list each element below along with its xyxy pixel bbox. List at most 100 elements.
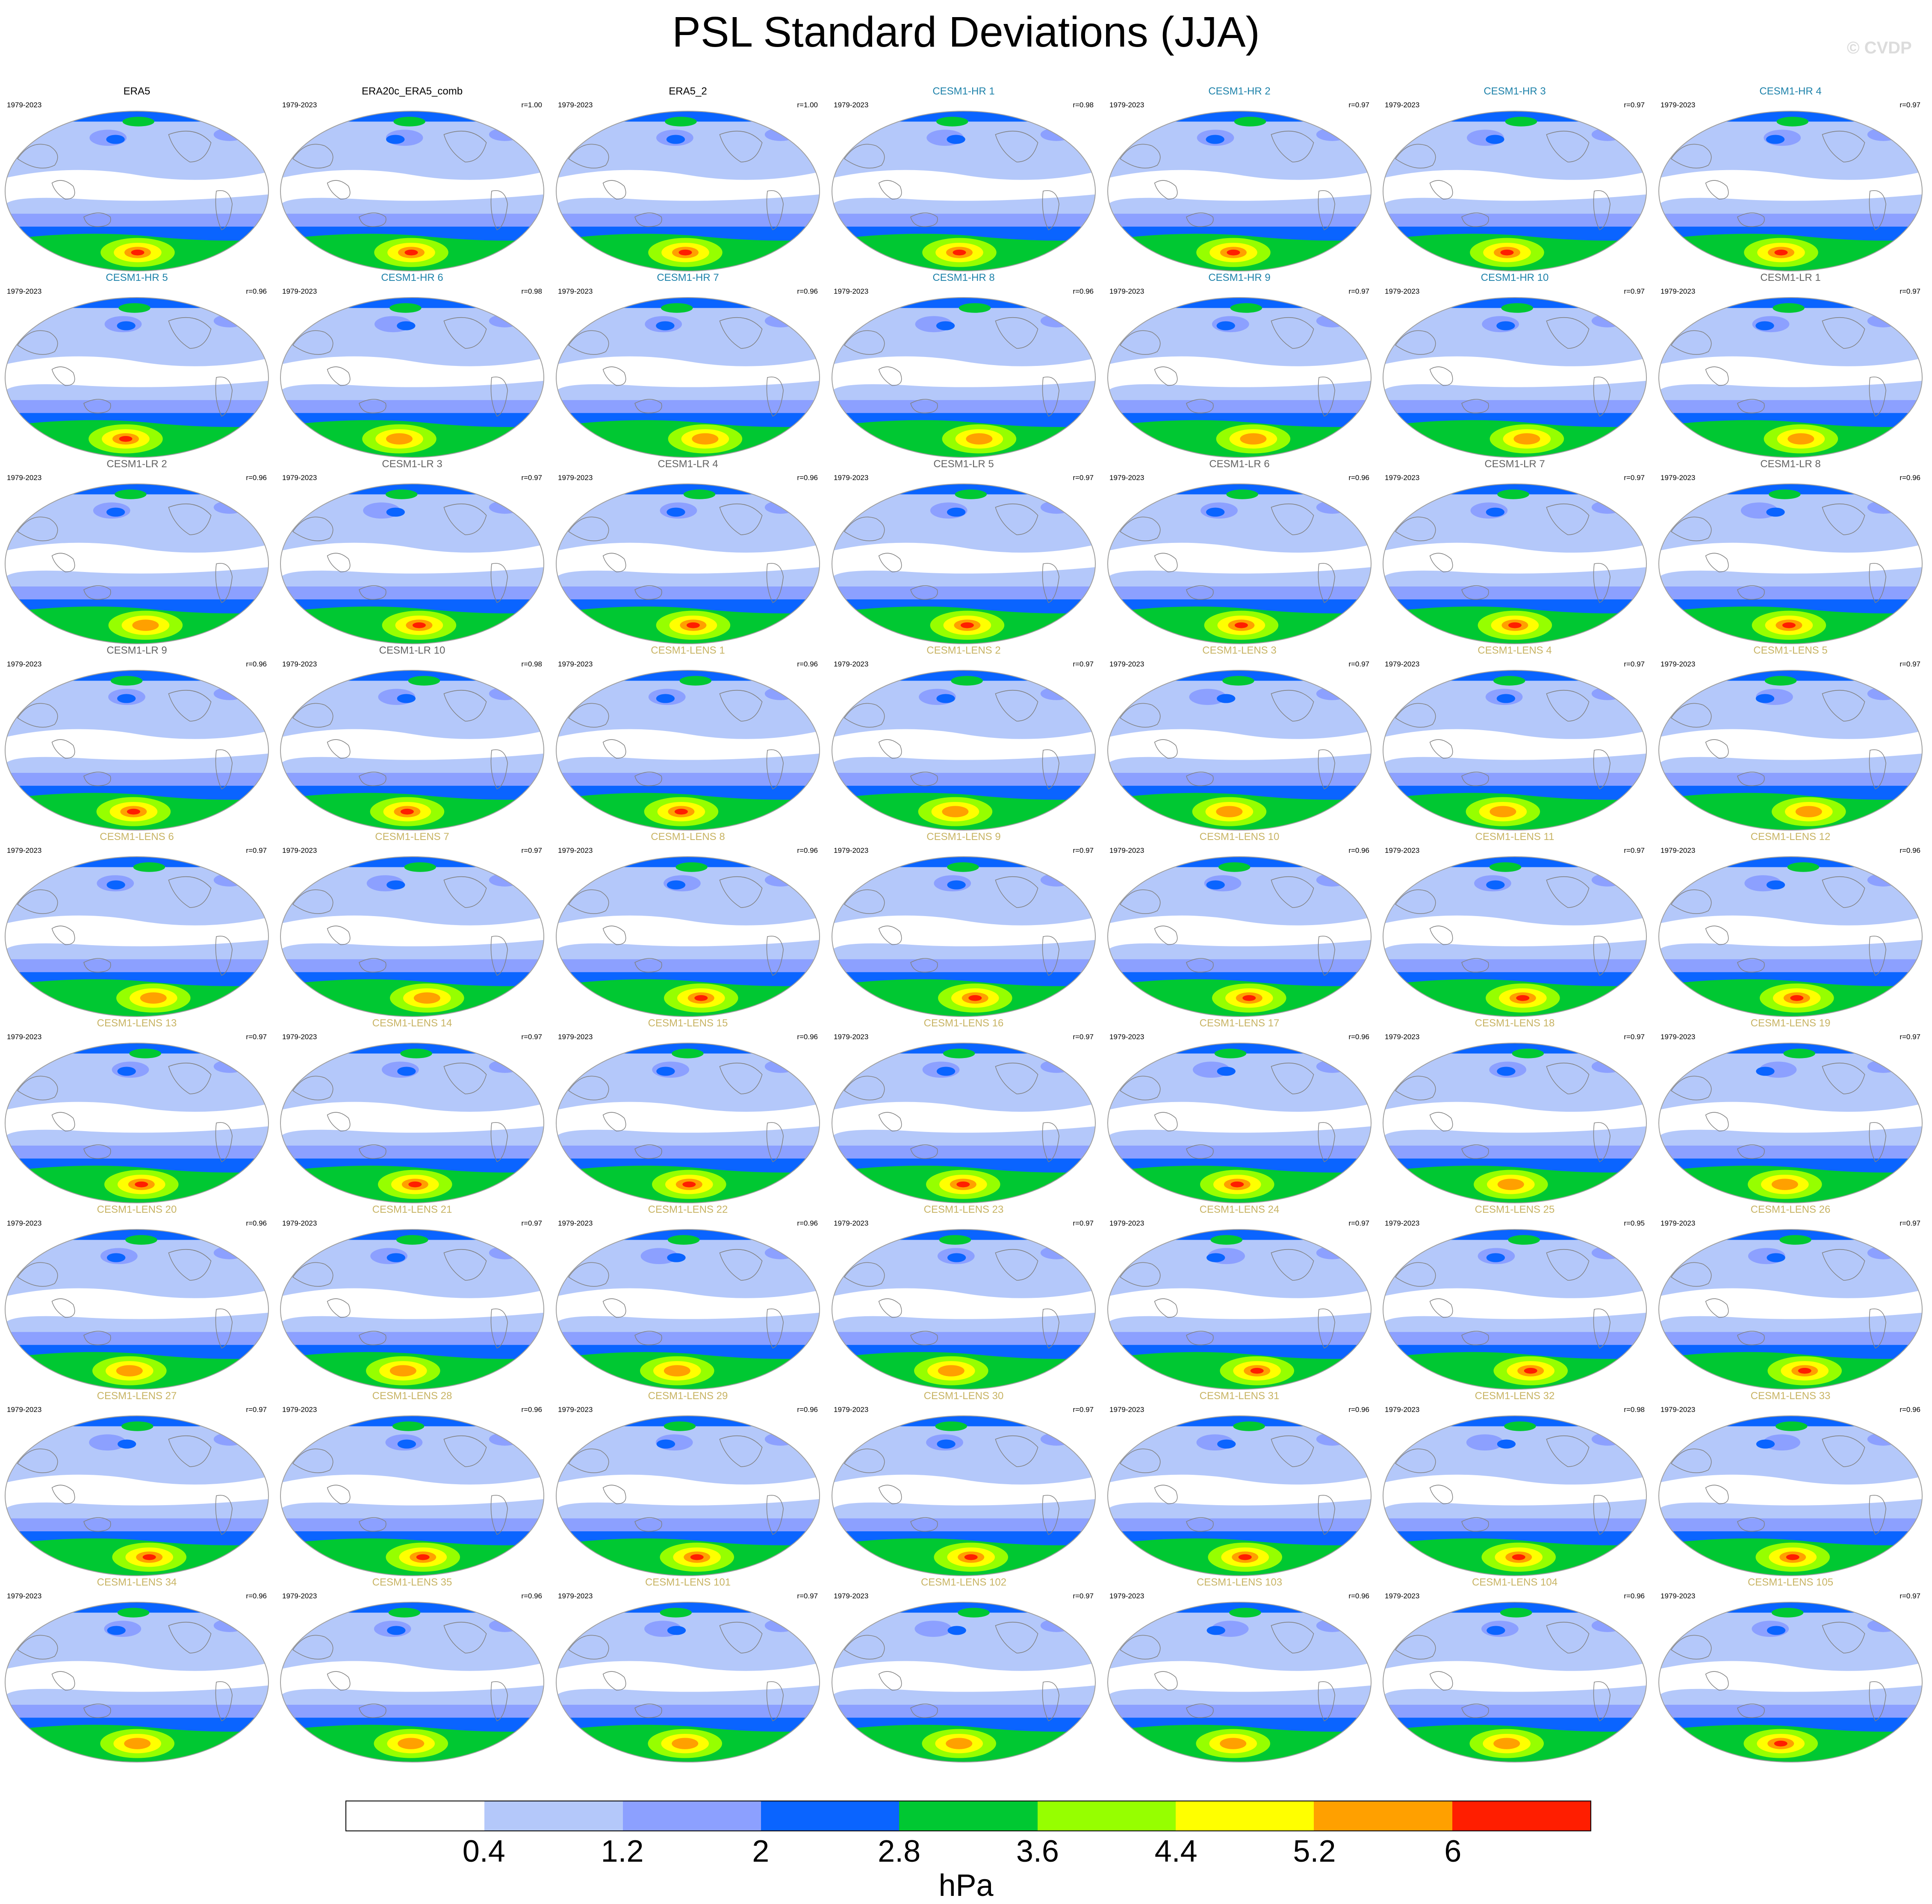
panel-years: 1979-2023: [558, 1406, 593, 1414]
south-max-west: [839, 252, 887, 269]
robinson-map: [5, 111, 269, 271]
tropics-low-band: [5, 1102, 268, 1139]
map-outline: [1658, 111, 1923, 271]
continent-outline: [1869, 1122, 1886, 1162]
continent-outline: [51, 1298, 75, 1318]
tropics-low-band: [1659, 1474, 1922, 1512]
continent-outline: [634, 585, 662, 600]
south-max-4: [1500, 249, 1514, 256]
robinson-map: [1383, 297, 1647, 458]
continent-outline: [292, 144, 333, 168]
panel-title: CESM1-HR 10: [1481, 272, 1549, 283]
npac-core: [386, 135, 405, 144]
arctic-max: [951, 676, 983, 686]
map-outline: [832, 111, 1096, 271]
south-max-west: [287, 1743, 336, 1760]
map-outline: [5, 297, 269, 458]
arctic-max: [110, 676, 143, 686]
continent-outline: [1737, 1517, 1765, 1532]
panel-correlation: r=0.97: [1900, 1219, 1920, 1227]
continent-outline: [1042, 190, 1059, 230]
continent-outline: [1318, 936, 1335, 976]
tropics-low-band: [1383, 1474, 1646, 1512]
panel-correlation: r=0.96: [1348, 846, 1369, 855]
continent-outline: [602, 1485, 626, 1504]
continent-outline: [844, 1262, 885, 1287]
panel-title: CESM1-LENS 13: [97, 1017, 177, 1029]
panel-years: 1979-2023: [1661, 846, 1696, 855]
continent-outline: [1670, 1635, 1712, 1659]
tropics-low-band: [1383, 170, 1646, 207]
map-panel: CESM1-LENS 101 1979-2023 r=0.97: [551, 1577, 825, 1763]
panel-years: 1979-2023: [558, 287, 593, 295]
panel-correlation: r=0.96: [246, 660, 267, 668]
tropics-low-band: [832, 542, 1095, 580]
continent-outline: [719, 1621, 763, 1653]
map-panel: ERA5_2 1979-2023 r=1.00: [551, 85, 825, 272]
continent-outline: [910, 1704, 938, 1718]
continent-outline: [1154, 553, 1178, 572]
continent-outline: [292, 330, 333, 355]
continent-outline: [1461, 399, 1489, 413]
south-max-west: [1390, 1743, 1438, 1760]
arctic-max: [125, 1235, 157, 1245]
map-outline: [280, 1043, 544, 1203]
tropics-low-band: [556, 1474, 820, 1512]
map-outline: [280, 1229, 544, 1390]
panel-years: 1979-2023: [7, 660, 42, 668]
robinson-map: [556, 1043, 820, 1203]
south-max-west: [1666, 1743, 1714, 1760]
tropics-low-band: [832, 729, 1095, 766]
panel-correlation: r=0.96: [797, 1219, 818, 1227]
robinson-map: [832, 1043, 1096, 1203]
robinson-map: [1658, 483, 1923, 644]
continent-outline: [602, 1298, 626, 1318]
tropics-low-band: [1108, 542, 1371, 580]
panel-years: 1979-2023: [1109, 1406, 1144, 1414]
continent-outline: [1186, 772, 1214, 786]
map-panel: CESM1-LENS 23 1979-2023 r=0.97: [827, 1204, 1100, 1390]
panel-title: CESM1-LENS 2: [926, 645, 1001, 656]
colorbar-swatch: [1037, 1801, 1176, 1830]
continent-outline: [1546, 1435, 1590, 1467]
tropics-low-band: [1108, 729, 1371, 766]
panel-correlation: r=0.96: [797, 660, 818, 668]
continent-outline: [995, 1621, 1038, 1653]
tropics-low-band: [1659, 729, 1922, 766]
panel-years: 1979-2023: [1109, 1592, 1144, 1600]
robinson-map: [556, 670, 820, 831]
panel-correlation: r=0.97: [1348, 101, 1369, 109]
continent-outline: [1154, 739, 1178, 759]
continent-outline: [17, 516, 58, 541]
continent-outline: [1186, 1331, 1214, 1345]
robinson-map: [5, 483, 269, 644]
panel-correlation: r=0.96: [1348, 1406, 1369, 1414]
panel-correlation: r=0.96: [521, 1592, 542, 1600]
panel-correlation: r=0.97: [1624, 660, 1645, 668]
arctic-max: [675, 862, 708, 872]
colorbar: [345, 1801, 1591, 1831]
tropics-low-band: [280, 915, 544, 953]
colorbar-swatch: [1314, 1801, 1452, 1830]
continent-outline: [568, 1262, 609, 1287]
arctic-max: [115, 489, 147, 499]
panel-years: 1979-2023: [834, 287, 869, 295]
map-outline: [556, 1415, 820, 1576]
map-outline: [5, 483, 269, 644]
panel-correlation: r=0.97: [1073, 474, 1094, 482]
map-panel: CESM1-LENS 27 1979-2023 r=0.97: [0, 1390, 274, 1577]
continent-outline: [83, 958, 111, 973]
south-max-west: [1666, 1557, 1714, 1574]
panel-title: CESM1-LENS 29: [648, 1390, 728, 1402]
map-outline: [1107, 856, 1372, 1017]
tropics-low-band: [556, 729, 820, 766]
south-max-4: [416, 1554, 430, 1560]
robinson-map: [280, 1415, 544, 1576]
panel-title: CESM1-LR 6: [1209, 458, 1270, 470]
south-max-west: [839, 439, 887, 455]
south-max-3: [116, 1365, 143, 1376]
continent-outline: [1429, 1112, 1453, 1132]
continent-outline: [1670, 889, 1712, 914]
continent-outline: [1186, 958, 1214, 973]
continent-outline: [634, 212, 662, 227]
